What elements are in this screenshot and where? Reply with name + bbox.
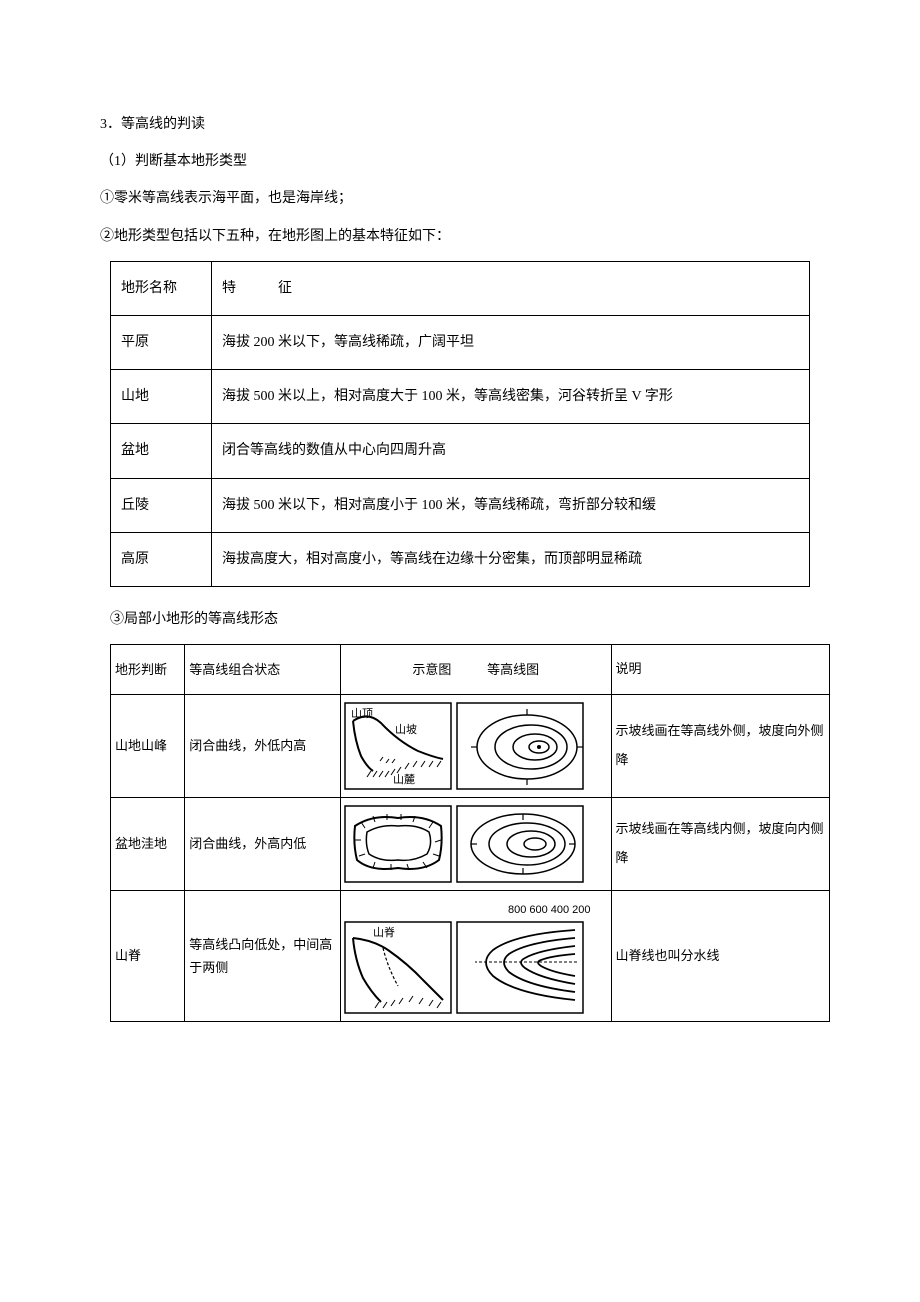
header-judge: 地形判断 (111, 645, 185, 695)
mountain-sketch-icon: 山顶 山坡 山麓 (343, 701, 453, 791)
diagram-cell: 800 600 400 200 山脊 (340, 890, 611, 1022)
contour-explanation: 山脊线也叫分水线 (611, 890, 829, 1022)
header-sketch: 示意图 (412, 662, 451, 677)
diagram-cell: 山顶 山坡 山麓 (340, 694, 611, 797)
table-row: 山地山峰 闭合曲线，外低内高 山顶 山坡 山麓 (111, 694, 830, 797)
peak-label: 山顶 (351, 707, 373, 720)
elevation-numbers: 800 600 400 200 (508, 904, 591, 916)
header-shape: 等高线组合状态 (185, 645, 341, 695)
bullet-3: ③局部小地形的等高线形态 (110, 607, 820, 632)
bullet-2: ②地形类型包括以下五种，在地形图上的基本特征如下： (100, 224, 820, 249)
contour-explanation: 示坡线画在等高线内侧，坡度向内侧降 (611, 797, 829, 890)
ridge-label: 山脊 (373, 925, 395, 939)
contour-shapes-table: 地形判断 等高线组合状态 示意图 等高线图 说明 山地山峰 闭合曲线，外低内高 … (110, 644, 830, 1022)
table-row: 山脊 等高线凸向低处，中间高于两侧 800 600 400 200 山脊 (111, 890, 830, 1022)
header-diagram: 示意图 等高线图 (340, 645, 611, 695)
foot-label: 山麓 (393, 773, 415, 786)
diagram-cell (340, 797, 611, 890)
table-row: 盆地洼地 闭合曲线，外高内低 (111, 797, 830, 890)
table-row: 高原 海拔高度大，相对高度小，等高线在边缘十分密集，而顶部明显稀疏 (111, 532, 810, 586)
terrain-feature: 海拔 500 米以下，相对高度小于 100 米，等高线稀疏，弯折部分较和缓 (212, 478, 810, 532)
table-row: 盆地 闭合等高线的数值从中心向四周升高 (111, 424, 810, 478)
ridge-contour-icon (455, 920, 585, 1015)
mountain-contour-icon (455, 701, 585, 791)
feat-char-1: 特 (222, 281, 236, 296)
feat-char-2: 征 (278, 281, 292, 296)
table-row: 地形判断 等高线组合状态 示意图 等高线图 说明 (111, 645, 830, 695)
table-row: 山地 海拔 500 米以上，相对高度大于 100 米，等高线密集，河谷转折呈 V… (111, 370, 810, 424)
terrain-name: 高原 (111, 532, 212, 586)
terrain-feature: 海拔 500 米以上，相对高度大于 100 米，等高线密集，河谷转折呈 V 字形 (212, 370, 810, 424)
header-contour: 等高线图 (487, 662, 539, 677)
basin-sketch-icon (343, 804, 453, 884)
subsection-1: （1）判断基本地形类型 (100, 149, 820, 174)
basin-contour-icon (455, 804, 585, 884)
table-row: 丘陵 海拔 500 米以下，相对高度小于 100 米，等高线稀疏，弯折部分较和缓 (111, 478, 810, 532)
header-desc: 说明 (611, 645, 829, 695)
contour-shape-desc: 闭合曲线，外高内低 (185, 797, 341, 890)
terrain-name: 盆地 (111, 424, 212, 478)
terrain-feature: 海拔 200 米以下，等高线稀疏，广阔平坦 (212, 315, 810, 369)
terrain-judge: 山地山峰 (111, 694, 185, 797)
terrain-judge: 山脊 (111, 890, 185, 1022)
table-row: 地形名称 特 征 (111, 261, 810, 315)
terrain-judge: 盆地洼地 (111, 797, 185, 890)
terrain-name: 平原 (111, 315, 212, 369)
terrain-feature: 闭合等高线的数值从中心向四周升高 (212, 424, 810, 478)
terrain-feature: 海拔高度大，相对高度小，等高线在边缘十分密集，而顶部明显稀疏 (212, 532, 810, 586)
slope-label: 山坡 (395, 723, 417, 736)
contour-shape-desc: 闭合曲线，外低内高 (185, 694, 341, 797)
contour-explanation: 示坡线画在等高线外侧，坡度向外侧降 (611, 694, 829, 797)
header-feature: 特 征 (212, 261, 810, 315)
ridge-sketch-icon: 山脊 (343, 920, 453, 1015)
table-row: 平原 海拔 200 米以下，等高线稀疏，广阔平坦 (111, 315, 810, 369)
section-title: 3．等高线的判读 (100, 112, 820, 137)
header-name: 地形名称 (111, 261, 212, 315)
terrain-name: 山地 (111, 370, 212, 424)
bullet-1: ①零米等高线表示海平面，也是海岸线； (100, 186, 820, 211)
contour-shape-desc: 等高线凸向低处，中间高于两侧 (185, 890, 341, 1022)
terrain-types-table: 地形名称 特 征 平原 海拔 200 米以下，等高线稀疏，广阔平坦 山地 海拔 … (110, 261, 810, 587)
terrain-name: 丘陵 (111, 478, 212, 532)
